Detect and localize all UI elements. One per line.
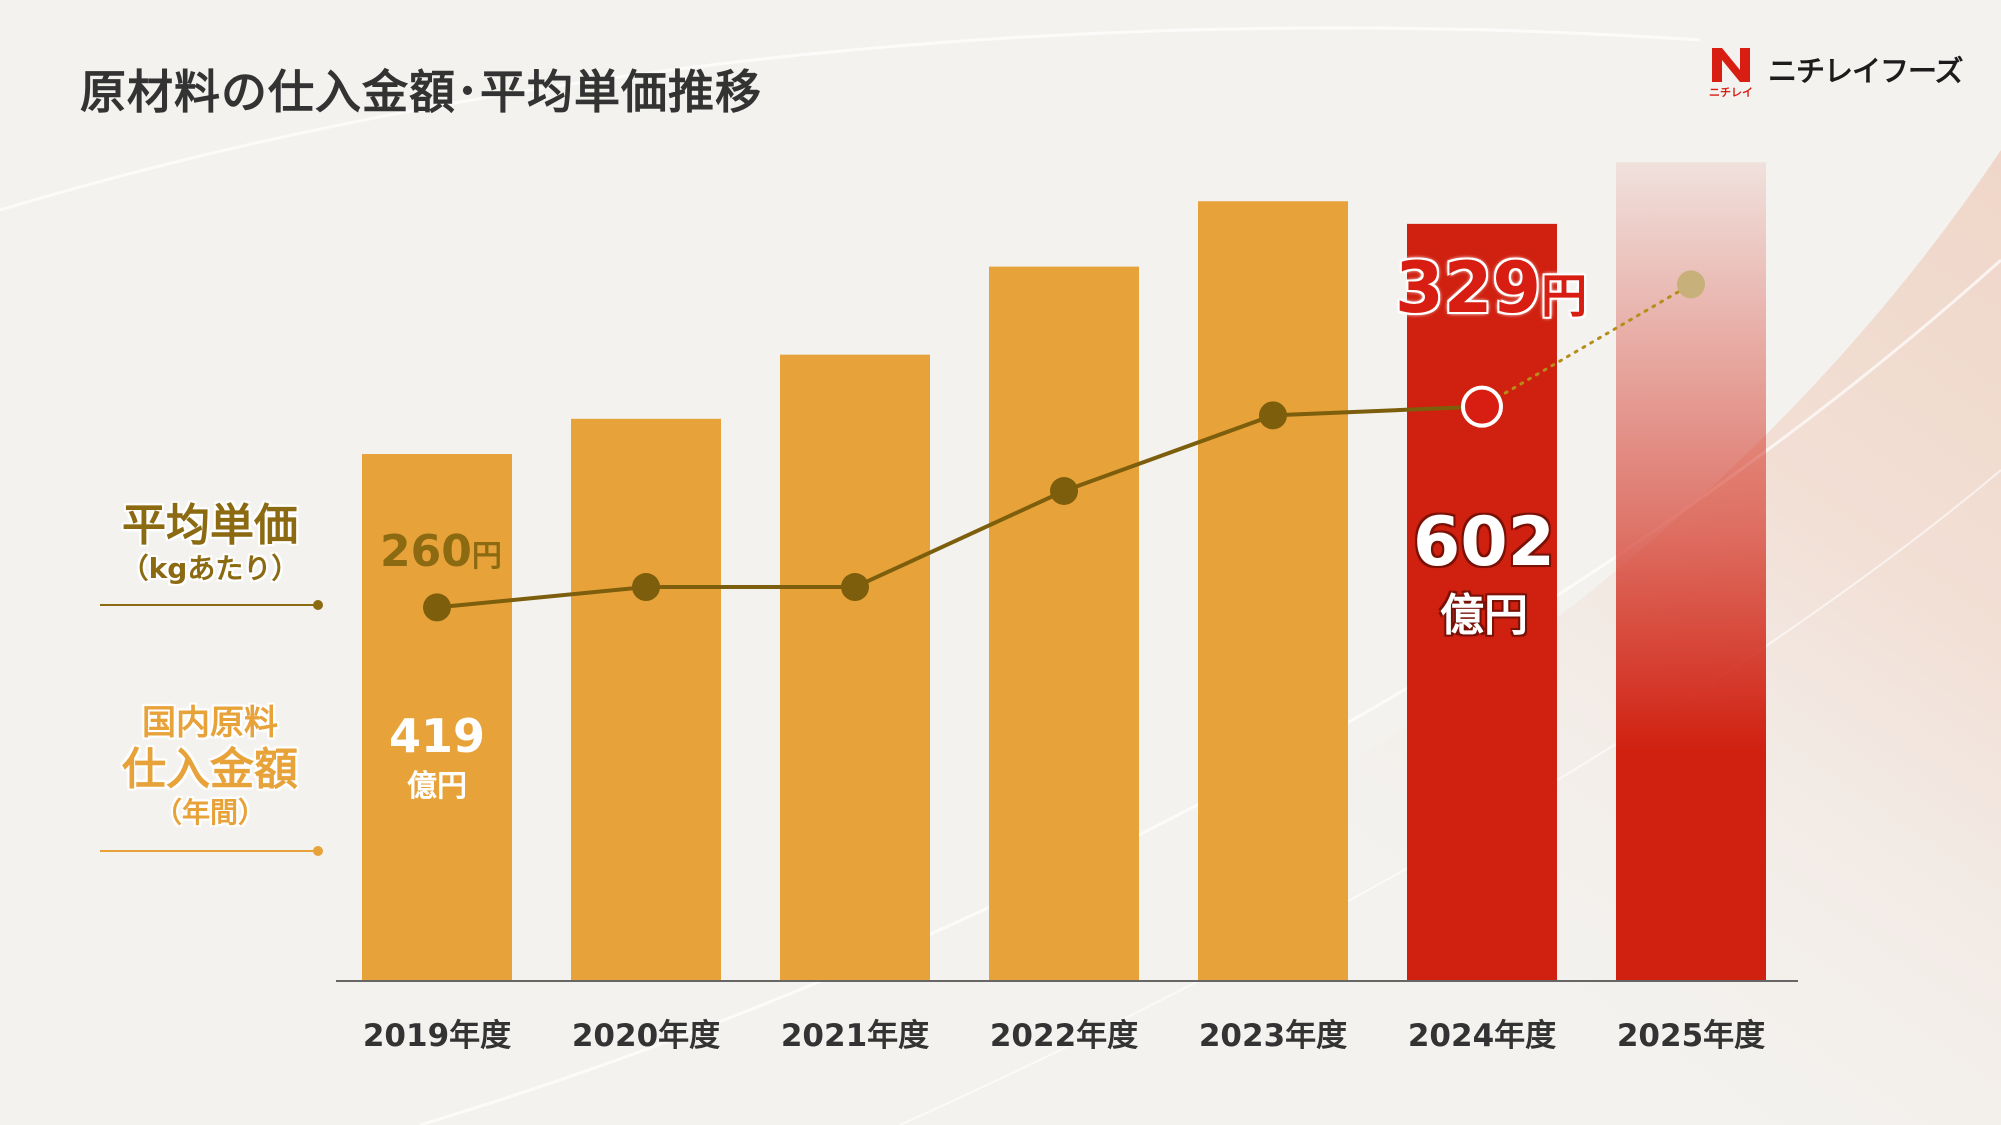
amount-series-label: 国内原料 仕入金額 （年間） bbox=[100, 702, 320, 830]
first-point-unit: 円 bbox=[472, 539, 502, 574]
price-point-2023年度 bbox=[1259, 401, 1287, 430]
highlight-bar-unit: 億円 bbox=[1440, 590, 1528, 641]
price-point-2024年度 bbox=[1461, 385, 1503, 428]
x-tick-labels: 2019年度 2020年度 2021年度 2022年度 2023年度 2024年度 2025… bbox=[363, 1018, 1765, 1054]
amount-label-rule-dot bbox=[313, 846, 323, 856]
x-tick-2024年度: 2024年度 bbox=[1408, 1018, 1556, 1054]
first-point-value: 260 bbox=[380, 526, 472, 577]
bar-series bbox=[362, 162, 1766, 982]
logo-text: ニチレイフーズ bbox=[1768, 54, 1964, 88]
price-label-sub: （kgあたり） bbox=[120, 552, 300, 585]
nichirei-n-icon: ニチレイ bbox=[1709, 48, 1753, 98]
price-series-label: 平均単価 （kgあたり） bbox=[100, 500, 320, 586]
bar-2020年度 bbox=[571, 418, 721, 981]
highlight-point-label: 329円 bbox=[1395, 247, 1587, 329]
amount-label-line1: 国内原料 bbox=[142, 703, 278, 743]
highlight-point-value: 329 bbox=[1395, 247, 1541, 329]
bar-2019年度 bbox=[362, 454, 512, 981]
x-tick-2020年度: 2020年度 bbox=[572, 1018, 720, 1054]
amount-label-line2: 仕入金額 bbox=[122, 744, 298, 795]
highlight-point-unit: 円 bbox=[1541, 269, 1587, 323]
highlight-bar-value: 602 bbox=[1413, 503, 1555, 582]
x-tick-2023年度: 2023年度 bbox=[1199, 1018, 1347, 1054]
bar-2024年度 bbox=[1407, 223, 1557, 981]
price-point-2022年度 bbox=[1050, 477, 1078, 505]
amount-label-line3: （年間） bbox=[153, 796, 266, 829]
bar-2023年度 bbox=[1198, 201, 1348, 981]
price-point-2020年度 bbox=[632, 573, 660, 602]
price-point-2021年度 bbox=[841, 573, 869, 602]
first-bar-value: 419 bbox=[389, 709, 485, 763]
logo-sub-text: ニチレイ bbox=[1709, 86, 1753, 98]
price-label-title: 平均単価 bbox=[122, 500, 298, 551]
price-point-2025年度 bbox=[1677, 270, 1705, 299]
line-series bbox=[436, 282, 1693, 610]
bar-2022年度 bbox=[989, 266, 1139, 982]
price-label-rule-dot bbox=[313, 600, 323, 610]
x-tick-2025年度: 2025年度 bbox=[1617, 1018, 1765, 1054]
x-tick-2022年度: 2022年度 bbox=[990, 1018, 1138, 1054]
bar-2025年度 bbox=[1616, 162, 1766, 981]
bar-2021年度 bbox=[780, 354, 930, 982]
price-line-actual bbox=[436, 404, 1483, 610]
price-point-2019年度 bbox=[423, 593, 451, 622]
first-point-label: 260円 bbox=[380, 526, 502, 577]
line-points bbox=[423, 270, 1705, 622]
page-title: 原材料の仕入金額･平均単価推移 bbox=[80, 65, 762, 119]
first-bar-unit: 億円 bbox=[407, 769, 467, 804]
x-tick-2021年度: 2021年度 bbox=[781, 1018, 929, 1054]
x-tick-2019年度: 2019年度 bbox=[363, 1018, 511, 1054]
